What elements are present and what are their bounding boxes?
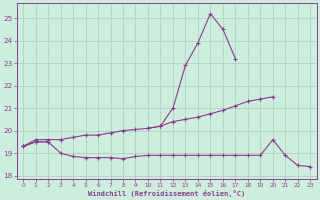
- X-axis label: Windchill (Refroidissement éolien,°C): Windchill (Refroidissement éolien,°C): [88, 190, 245, 197]
